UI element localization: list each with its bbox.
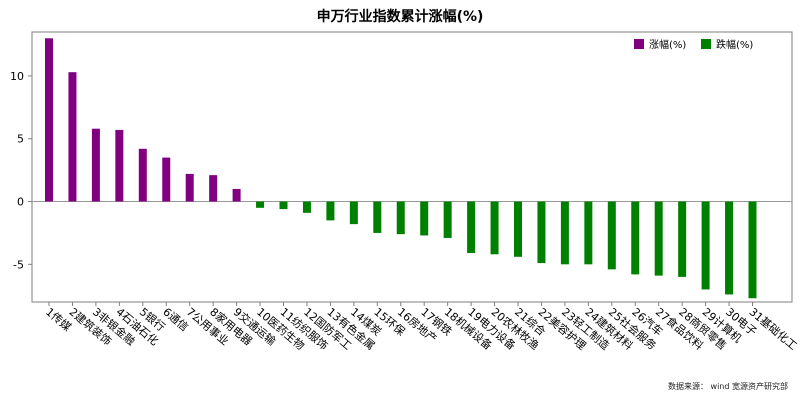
legend-swatch-up [634,39,644,49]
bar [560,201,569,265]
bar [678,201,687,277]
bar [514,201,522,257]
bar [279,201,288,210]
category-label: 1传媒 [43,305,74,334]
bar [232,188,241,202]
bar [701,201,710,290]
plot-area-frame [31,31,793,303]
bar [467,201,476,254]
bar [443,201,452,238]
bar [654,201,663,276]
bars-group [45,38,757,299]
bar [185,173,194,202]
bar [68,72,77,202]
category-label: 6通信 [160,305,191,334]
bar [256,201,265,208]
legend-label-down: 跌幅(%) [716,38,753,51]
bar [373,201,382,233]
legend-label-up: 涨幅(%) [649,38,686,51]
chart-title: 申万行业指数累计涨幅(%) [316,9,484,25]
bar [748,201,757,299]
y-tick-label: 5 [17,133,24,146]
bar [115,129,124,202]
bar [584,201,593,265]
y-axis: -5 0 5 10 [10,70,32,271]
bar [420,201,429,236]
bar [396,201,405,235]
bar [209,175,218,202]
y-tick-label: 10 [10,70,24,83]
bar [138,148,147,202]
bar [631,201,640,275]
bar [349,201,358,225]
bar [326,201,335,221]
legend-swatch-down [701,39,711,49]
bar [490,201,499,255]
bar [91,128,100,202]
y-tick-label: 0 [17,196,24,209]
source-note: 数据来源： wind 宽源资产研究部 [668,382,788,391]
legend: 涨幅(%) 跌幅(%) [634,38,753,51]
bar [45,38,53,202]
bar [725,201,734,295]
x-axis-labels: 1传媒2建筑装饰3非银金融4石油石化5银行6通信7公用事业8家用电器9交通运输1… [43,302,800,353]
bar [302,201,311,213]
bar [162,157,171,202]
y-tick-label: -5 [13,258,24,271]
bar [537,201,546,264]
bar [607,201,616,270]
